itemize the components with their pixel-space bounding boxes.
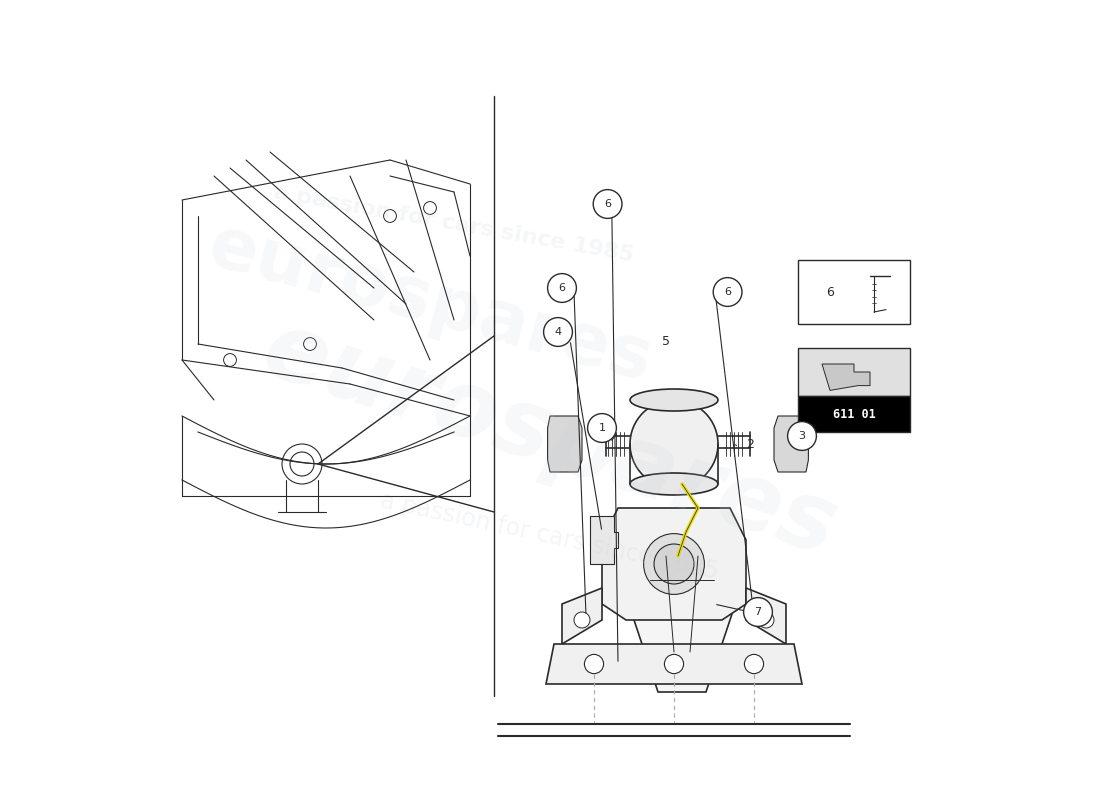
Circle shape [630,400,718,488]
Text: 611 01: 611 01 [833,408,876,421]
Text: a passion for cars since 1985: a passion for cars since 1985 [378,488,722,584]
Polygon shape [602,508,746,620]
Text: 5: 5 [662,335,670,348]
FancyBboxPatch shape [798,396,910,432]
Circle shape [593,190,622,218]
Circle shape [745,654,763,674]
Text: 6: 6 [604,199,612,209]
Circle shape [664,654,683,674]
Circle shape [758,612,774,628]
Text: 6: 6 [724,287,732,297]
Circle shape [788,422,816,450]
Circle shape [644,534,704,594]
Polygon shape [822,364,870,390]
FancyBboxPatch shape [798,348,910,396]
Circle shape [587,414,616,442]
Text: 2: 2 [746,438,754,450]
Ellipse shape [630,389,718,411]
Polygon shape [642,536,722,556]
Ellipse shape [630,473,718,495]
Circle shape [548,274,576,302]
Polygon shape [548,416,582,472]
Circle shape [654,544,694,584]
Text: 3: 3 [799,431,805,441]
Circle shape [584,654,604,674]
Circle shape [543,318,572,346]
Polygon shape [590,516,618,564]
Polygon shape [746,588,786,644]
Polygon shape [774,416,808,472]
Text: a passion for cars since 1985: a passion for cars since 1985 [273,182,636,266]
Polygon shape [546,644,802,684]
Text: 6: 6 [826,286,834,298]
Polygon shape [562,588,602,644]
Circle shape [574,612,590,628]
Circle shape [744,598,772,626]
Text: 6: 6 [559,283,565,293]
Polygon shape [626,556,738,692]
Text: 1: 1 [598,423,605,433]
Text: eurospares: eurospares [252,304,848,576]
Text: eurospares: eurospares [200,211,660,397]
Text: 4: 4 [554,327,562,337]
Circle shape [713,278,743,306]
FancyBboxPatch shape [798,260,910,324]
Text: 7: 7 [755,607,761,617]
